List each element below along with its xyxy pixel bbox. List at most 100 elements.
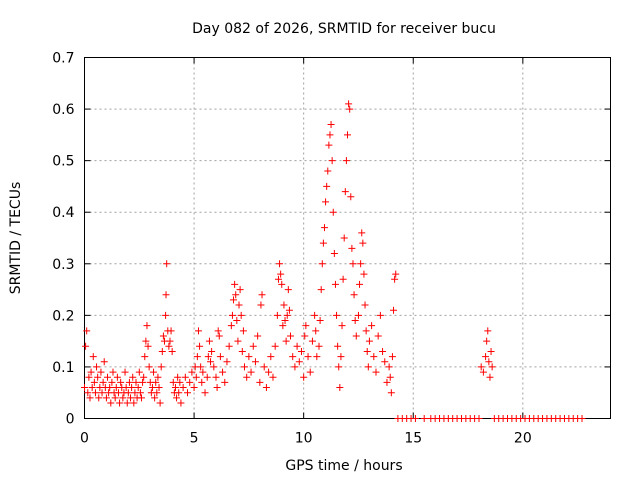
- data-point: [109, 368, 117, 376]
- data-point: [228, 311, 236, 319]
- data-point: [141, 353, 149, 361]
- x-tick-label: 10: [295, 431, 313, 447]
- data-point: [163, 260, 171, 268]
- data-point: [184, 389, 192, 397]
- data-point: [354, 311, 362, 319]
- data-point: [385, 363, 393, 371]
- data-point: [237, 311, 245, 319]
- y-tick-label: 0.7: [52, 51, 74, 67]
- data-point: [368, 322, 376, 330]
- data-point: [319, 239, 327, 247]
- data-point: [87, 368, 95, 376]
- data-point: [193, 353, 201, 361]
- data-point: [291, 363, 299, 371]
- data-point: [85, 373, 93, 381]
- data-point: [320, 224, 328, 232]
- data-point: [91, 389, 99, 397]
- data-point: [127, 394, 135, 402]
- y-tick-label: 0.6: [52, 102, 74, 118]
- data-point: [153, 389, 161, 397]
- data-point: [86, 394, 94, 402]
- data-point: [318, 260, 326, 268]
- data-point: [251, 358, 259, 366]
- data-point: [116, 399, 124, 407]
- data-point: [362, 327, 370, 335]
- data-point: [381, 358, 389, 366]
- data-point: [273, 311, 281, 319]
- data-point: [140, 373, 148, 381]
- data-point: [269, 373, 277, 381]
- data-point: [225, 342, 233, 350]
- data-point: [276, 260, 284, 268]
- data-point: [383, 378, 391, 386]
- data-point: [315, 342, 323, 350]
- data-point: [121, 368, 129, 376]
- x-tick-label: 20: [514, 431, 532, 447]
- data-markers: [81, 100, 586, 422]
- data-point: [256, 378, 264, 386]
- data-point: [282, 337, 290, 345]
- data-point: [99, 378, 107, 386]
- data-point: [323, 182, 331, 190]
- data-point: [207, 358, 215, 366]
- data-point: [155, 384, 163, 392]
- data-point: [358, 229, 366, 237]
- data-point: [254, 332, 262, 340]
- data-point: [198, 378, 206, 386]
- data-point: [258, 291, 266, 299]
- data-point: [301, 332, 309, 340]
- data-point: [233, 317, 241, 325]
- data-point: [186, 378, 194, 386]
- data-point: [350, 291, 358, 299]
- data-point: [339, 275, 347, 283]
- data-point: [271, 342, 279, 350]
- data-point: [227, 322, 235, 330]
- data-point: [277, 270, 285, 278]
- data-point: [285, 306, 293, 314]
- data-point: [257, 301, 265, 309]
- data-point: [364, 363, 372, 371]
- data-point: [177, 399, 185, 407]
- data-point: [98, 389, 106, 397]
- data-point: [265, 368, 273, 376]
- data-point: [113, 373, 121, 381]
- data-point: [173, 394, 181, 402]
- data-point: [372, 368, 380, 376]
- data-point: [347, 193, 355, 201]
- data-point: [137, 394, 145, 402]
- data-point: [231, 280, 239, 288]
- data-point: [249, 342, 257, 350]
- data-point: [107, 399, 115, 407]
- data-point: [387, 389, 395, 397]
- data-point: [214, 327, 222, 335]
- data-point: [578, 415, 586, 422]
- data-point: [81, 384, 88, 392]
- data-point: [152, 378, 160, 386]
- data-point: [278, 280, 286, 288]
- x-axis-label: GPS time / hours: [285, 458, 402, 474]
- data-point: [327, 121, 335, 129]
- data-point: [236, 286, 244, 294]
- data-point: [239, 327, 247, 335]
- data-point: [317, 286, 325, 294]
- data-point: [390, 306, 398, 314]
- data-point: [221, 378, 229, 386]
- data-point: [388, 353, 396, 361]
- data-point: [159, 332, 167, 340]
- axis-ticks: 0 5 10 15 20 0 0.1 0.2 0.3 0.4 0.5 0.6 0.7: [52, 51, 611, 447]
- data-point: [210, 363, 218, 371]
- data-point: [308, 337, 316, 345]
- y-tick-label: 0.1: [52, 360, 74, 376]
- data-point: [223, 358, 231, 366]
- data-point: [230, 296, 238, 304]
- data-point: [136, 389, 144, 397]
- data-point: [348, 244, 356, 252]
- data-point: [205, 337, 213, 345]
- data-point: [335, 363, 343, 371]
- data-point: [204, 353, 212, 361]
- data-point: [148, 384, 156, 392]
- data-point: [325, 141, 333, 149]
- data-point: [125, 378, 133, 386]
- x-tick-label: 15: [404, 431, 422, 447]
